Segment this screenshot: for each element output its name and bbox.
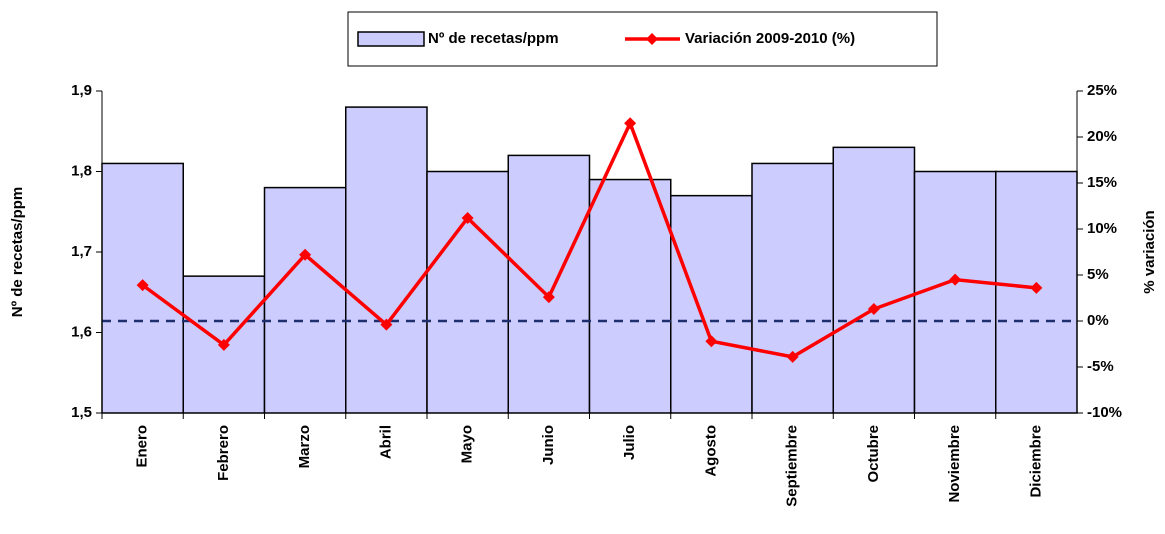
x-tick-label: Septiembre (784, 425, 801, 507)
bar (670, 194, 753, 414)
x-tick-label: Agosto (702, 425, 719, 477)
bar (263, 186, 347, 414)
x-tick-label: Junio (540, 425, 557, 465)
x-tick-label: Abril (377, 425, 394, 459)
bar (913, 170, 997, 414)
x-tick-label: Febrero (215, 425, 232, 481)
bar (588, 178, 672, 414)
y2-tick-label: 15% (1087, 174, 1117, 191)
legend-swatch (357, 31, 425, 47)
x-tick-label: Julio (621, 425, 638, 460)
legend-label: Variación 2009-2010 (%) (685, 30, 855, 47)
bar (832, 146, 916, 414)
y-tick-label: 1,6 (71, 323, 92, 340)
line-marker (786, 350, 799, 363)
bar (345, 106, 428, 414)
legend-marker (646, 33, 658, 45)
line-marker (136, 279, 149, 292)
line-marker (299, 248, 312, 261)
y-tick-label: 1,8 (71, 162, 92, 179)
x-tick-label: Mayo (459, 425, 476, 463)
bar (507, 154, 591, 414)
y2-tick-label: -10% (1087, 404, 1122, 421)
line-marker (542, 291, 555, 304)
legend-label: Nº de recetas/ppm (428, 30, 559, 47)
y2-tick-label: -5% (1087, 358, 1114, 375)
bar (426, 170, 509, 414)
line-marker (1030, 281, 1043, 294)
line-marker (461, 211, 474, 224)
y2-tick-label: 25% (1087, 82, 1117, 99)
line (141, 118, 1037, 359)
x-tick-label: Noviembre (946, 425, 963, 503)
line-marker (624, 117, 637, 130)
y2-tick-label: 20% (1087, 128, 1117, 145)
y2-tick-label: 10% (1087, 220, 1117, 237)
line-marker (380, 318, 393, 331)
line-marker (867, 303, 880, 316)
y-tick-label: 1,7 (71, 243, 92, 260)
x-tick-label: Octubre (865, 425, 882, 483)
line-marker (949, 273, 962, 286)
x-tick-label: Diciembre (1027, 425, 1044, 498)
line-marker (705, 335, 718, 348)
y-axis-label: Nº de recetas/ppm (9, 187, 26, 318)
y2-tick-label: 5% (1087, 266, 1109, 283)
bar (751, 162, 834, 414)
y-tick-label: 1,5 (71, 404, 92, 421)
x-tick-label: Marzo (296, 425, 313, 468)
y-tick-label: 1,9 (71, 82, 92, 99)
x-tick-label: Enero (134, 425, 151, 468)
line-marker (217, 338, 230, 351)
y2-tick-label: 0% (1087, 312, 1109, 329)
y2-axis-label: % variación (1141, 210, 1158, 293)
